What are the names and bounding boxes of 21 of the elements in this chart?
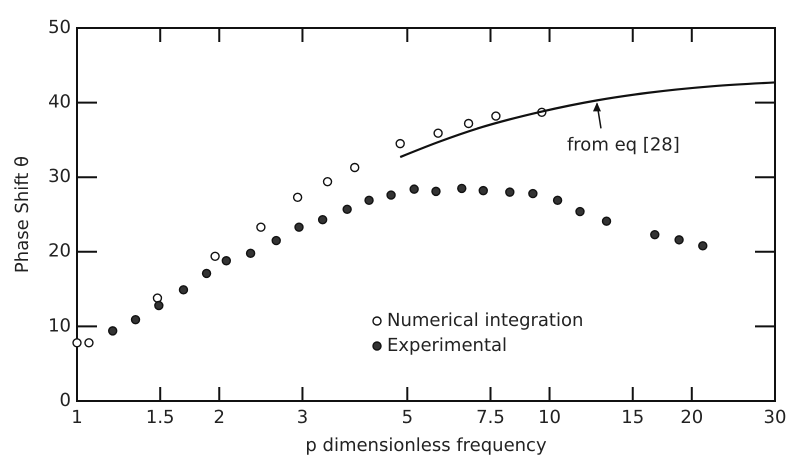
- x-tick-label: 20: [680, 407, 704, 428]
- x-tick-label: 10: [538, 407, 561, 428]
- y-tick-label: 30: [48, 166, 71, 188]
- y-tick-label: 50: [48, 16, 71, 38]
- y-tick-label: 0: [60, 390, 71, 411]
- y-tick-label: 20: [48, 240, 71, 262]
- y-tick-label: 40: [48, 92, 71, 113]
- x-tick-label: 7.5: [476, 407, 505, 428]
- legend-label: Experimental: [387, 334, 508, 356]
- x-tick-label: 30: [764, 407, 786, 428]
- x-tick-label: 15: [621, 407, 644, 428]
- x-tick-label: 1.5: [146, 407, 175, 428]
- annotation: from eq [28]: [566, 134, 680, 156]
- x-tick-label: 3: [296, 407, 308, 428]
- legend-label: Numerical integration: [387, 310, 584, 331]
- x-tick-label: 5: [402, 407, 414, 428]
- x-tick-label: 1: [71, 407, 83, 428]
- x-tick-label: 2: [214, 407, 225, 428]
- y-tick-label: 10: [48, 315, 71, 336]
- y-axis-title: Phase Shift θ: [12, 156, 33, 274]
- x-axis-title: p dimensionless frequency: [305, 435, 547, 456]
